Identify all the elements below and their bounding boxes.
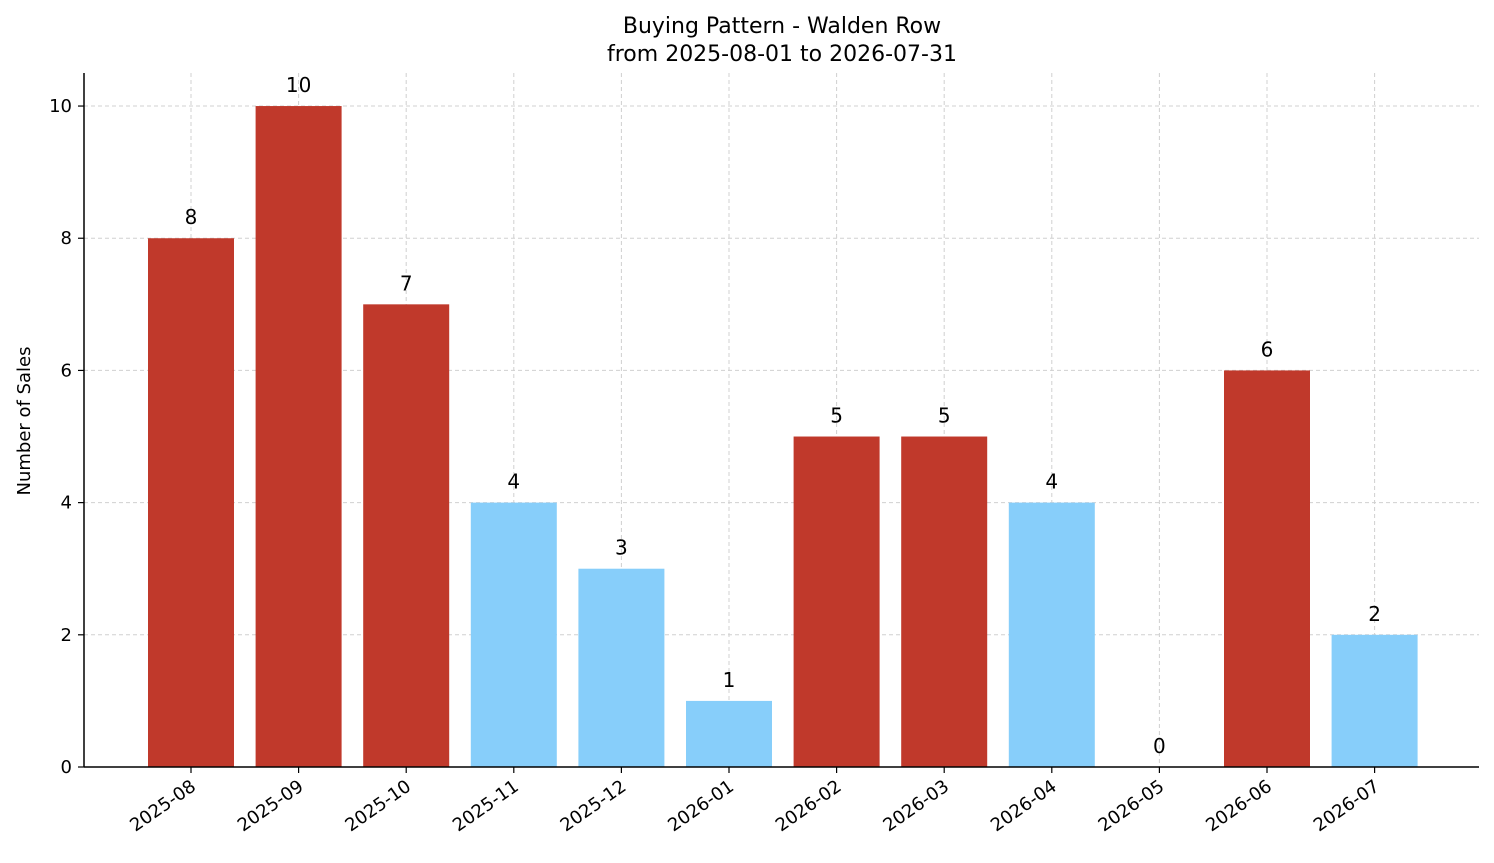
y-tick-label: 6 xyxy=(61,360,72,381)
chart-title: Buying Pattern - Walden Row xyxy=(623,14,941,39)
bar-2025-12 xyxy=(578,568,665,767)
y-tick-label: 10 xyxy=(49,96,72,117)
data-label-2026-01: 1 xyxy=(723,668,736,692)
chart-subtitle: from 2025-08-01 to 2026-07-31 xyxy=(607,42,957,67)
data-label-2025-12: 3 xyxy=(615,536,628,560)
x-tick-label-2026-05: 2026-05 xyxy=(1095,776,1169,836)
data-label-2025-09: 10 xyxy=(286,73,311,97)
x-tick-label-2026-06: 2026-06 xyxy=(1202,776,1276,836)
y-axis-label: Number of Sales xyxy=(14,346,35,495)
data-label-2025-08: 8 xyxy=(185,205,198,229)
y-axis-ticks: 0 2 4 6 8 10 xyxy=(49,96,84,778)
x-tick-label-2025-08: 2025-08 xyxy=(126,776,200,836)
x-tick-label-2026-03: 2026-03 xyxy=(879,776,953,836)
bar-2026-02 xyxy=(793,436,880,767)
x-tick-label-2026-01: 2026-01 xyxy=(664,776,738,836)
bar-2026-07 xyxy=(1331,634,1418,767)
x-tick-label-2026-07: 2026-07 xyxy=(1310,776,1384,836)
bar-2026-04 xyxy=(1008,502,1095,767)
data-label-2026-05: 0 xyxy=(1153,734,1166,758)
bar-series xyxy=(148,106,1418,768)
y-tick-label: 2 xyxy=(61,625,72,646)
y-tick-label: 4 xyxy=(61,493,72,514)
data-labels: 8 10 7 4 3 1 5 5 4 0 6 2 xyxy=(185,73,1381,758)
bar-2026-06 xyxy=(1224,370,1310,767)
x-tick-label-2025-12: 2025-12 xyxy=(557,776,631,836)
y-tick-label: 0 xyxy=(61,757,72,778)
bar-2025-09 xyxy=(255,106,342,768)
x-tick-label-2025-09: 2025-09 xyxy=(234,776,308,836)
data-label-2025-11: 4 xyxy=(507,470,520,494)
bar-2025-11 xyxy=(470,502,557,767)
bar-2025-08 xyxy=(148,238,234,767)
data-label-2026-03: 5 xyxy=(938,404,951,428)
bar-2025-10 xyxy=(363,304,450,767)
y-tick-label: 8 xyxy=(61,228,72,249)
data-label-2026-06: 6 xyxy=(1261,337,1274,361)
data-label-2026-07: 2 xyxy=(1368,602,1381,626)
x-tick-label-2025-10: 2025-10 xyxy=(341,776,415,836)
bar-2026-01 xyxy=(686,700,772,767)
x-tick-label-2025-11: 2025-11 xyxy=(449,776,523,836)
data-label-2025-10: 7 xyxy=(400,271,413,295)
x-axis-ticks: 2025-08 2025-09 2025-10 2025-11 2025-12 2026-… xyxy=(126,767,1383,836)
data-label-2026-02: 5 xyxy=(830,404,843,428)
x-tick-label-2026-04: 2026-04 xyxy=(987,776,1061,836)
bar-2026-03 xyxy=(901,436,988,767)
data-label-2026-04: 4 xyxy=(1045,470,1058,494)
x-tick-label-2026-02: 2026-02 xyxy=(772,776,846,836)
